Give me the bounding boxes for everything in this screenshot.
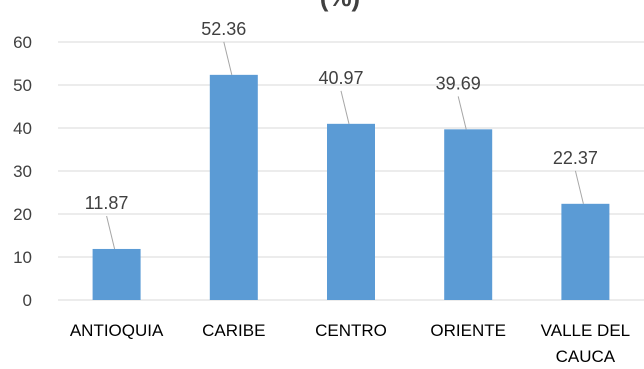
- data-label-1: 11.87: [85, 193, 129, 213]
- data-label-2: 52.36: [201, 19, 246, 39]
- x-tick-label-4: ORIENTE: [430, 321, 506, 340]
- data-label-4: 39.69: [436, 73, 481, 93]
- data-label-5: 22.37: [553, 148, 598, 168]
- y-tick-label-10: 10: [13, 248, 32, 267]
- bar-antioquia: [92, 248, 141, 300]
- x-tick-label-3: CENTRO: [315, 321, 387, 340]
- x-tick-label-5: VALLE DEL CAUCA: [541, 321, 630, 366]
- leader-line-5: [574, 170, 584, 204]
- x-axis-labels: ANTIOQUIA CARIBE CENTRO ORIENTE VALLE DEL CAU…: [70, 321, 630, 366]
- leader-line-4: [457, 96, 467, 130]
- x-tick-label-2: CARIBE: [202, 321, 265, 340]
- bar-oriente: [444, 129, 493, 300]
- y-axis-ticks: 0 10 20 30 40 50 60: [13, 33, 32, 310]
- x-tick-label-1: ANTIOQUIA: [70, 321, 164, 340]
- chart-title-fragment: (%): [320, 0, 360, 12]
- leader-line-1: [106, 215, 116, 250]
- leader-line-2: [223, 41, 233, 75]
- bar-caribe: [209, 74, 258, 301]
- y-tick-label-40: 40: [13, 119, 32, 138]
- data-label-leaders: [106, 41, 584, 250]
- leader-line-3: [340, 90, 350, 124]
- bar-centro: [327, 123, 375, 300]
- y-tick-label-60: 60: [13, 33, 32, 52]
- data-label-3: 40.97: [318, 68, 363, 88]
- bars: [92, 74, 610, 301]
- y-tick-label-50: 50: [13, 76, 32, 95]
- bar-valle-del-cauca: [561, 203, 610, 300]
- y-tick-label-0: 0: [23, 291, 32, 310]
- y-tick-label-20: 20: [13, 205, 32, 224]
- y-tick-label-30: 30: [13, 162, 32, 181]
- data-labels: 11.87 52.36 40.97 39.69 22.37: [85, 19, 598, 213]
